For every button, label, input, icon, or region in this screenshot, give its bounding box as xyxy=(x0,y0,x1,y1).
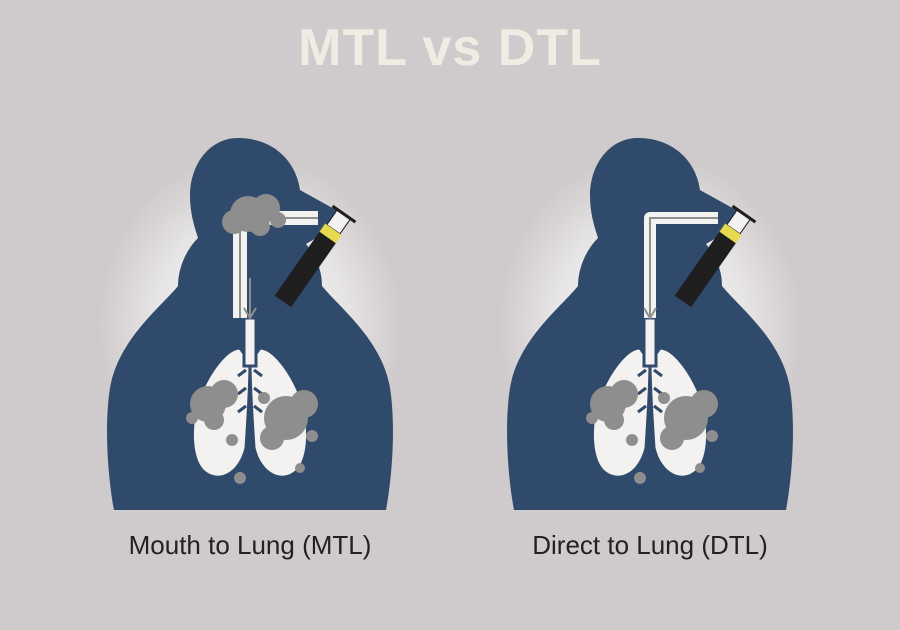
dtl-svg xyxy=(490,118,810,518)
dtl-caption: Direct to Lung (DTL) xyxy=(532,530,768,561)
panel-row: Mouth to Lung (MTL) xyxy=(0,118,900,561)
mtl-caption: Mouth to Lung (MTL) xyxy=(129,530,372,561)
dtl-panel: Direct to Lung (DTL) xyxy=(490,118,810,561)
page-title: MTL vs DTL xyxy=(0,0,900,78)
mtl-panel: Mouth to Lung (MTL) xyxy=(90,118,410,561)
dtl-figure xyxy=(490,118,810,518)
mtl-svg xyxy=(90,118,410,518)
mtl-figure xyxy=(90,118,410,518)
